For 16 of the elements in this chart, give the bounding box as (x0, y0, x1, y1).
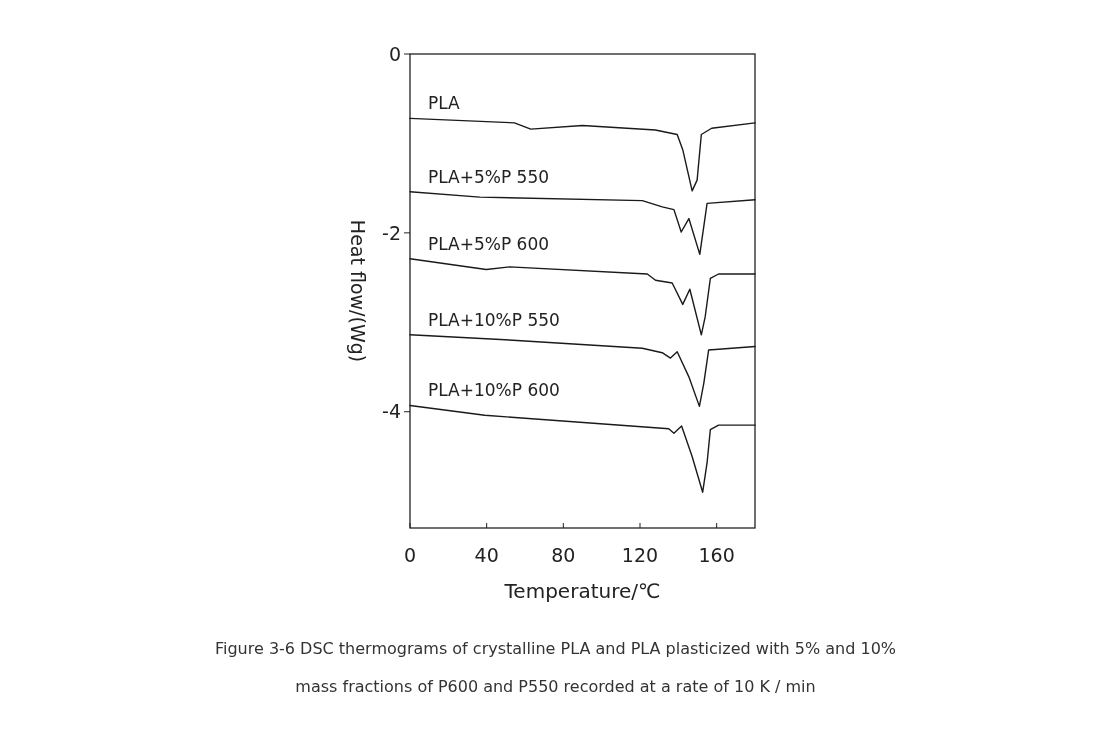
x-axis-title: Temperature/℃ (503, 579, 661, 603)
y-tick-label: 0 (388, 42, 401, 65)
x-tick-label: 120 (621, 544, 659, 566)
y-tick-label: -2 (382, 221, 401, 244)
y-tick-label: -4 (382, 400, 401, 423)
series-label: PLA+5%P 600 (428, 233, 550, 254)
x-tick-label: 160 (698, 544, 735, 566)
series-label: PLA+10%P 600 (428, 380, 560, 401)
x-tick-label: 0 (403, 544, 417, 566)
series-label: PLA+5%P 550 (428, 166, 550, 187)
y-axis-title: Heat flow/(Wg) (347, 219, 370, 363)
series-label: PLA+10%P 550 (428, 309, 560, 330)
x-tick-label: 80 (551, 544, 576, 566)
caption: Figure 3-6 DSC thermograms of crystalline PLA and PLA plasticized with 5% and 10% mass fractions of P600 and P550 recorded at a rate of 10 K / min (213, 638, 898, 698)
series-label: PLA (428, 93, 461, 114)
x-tick-label: 40 (474, 544, 499, 566)
